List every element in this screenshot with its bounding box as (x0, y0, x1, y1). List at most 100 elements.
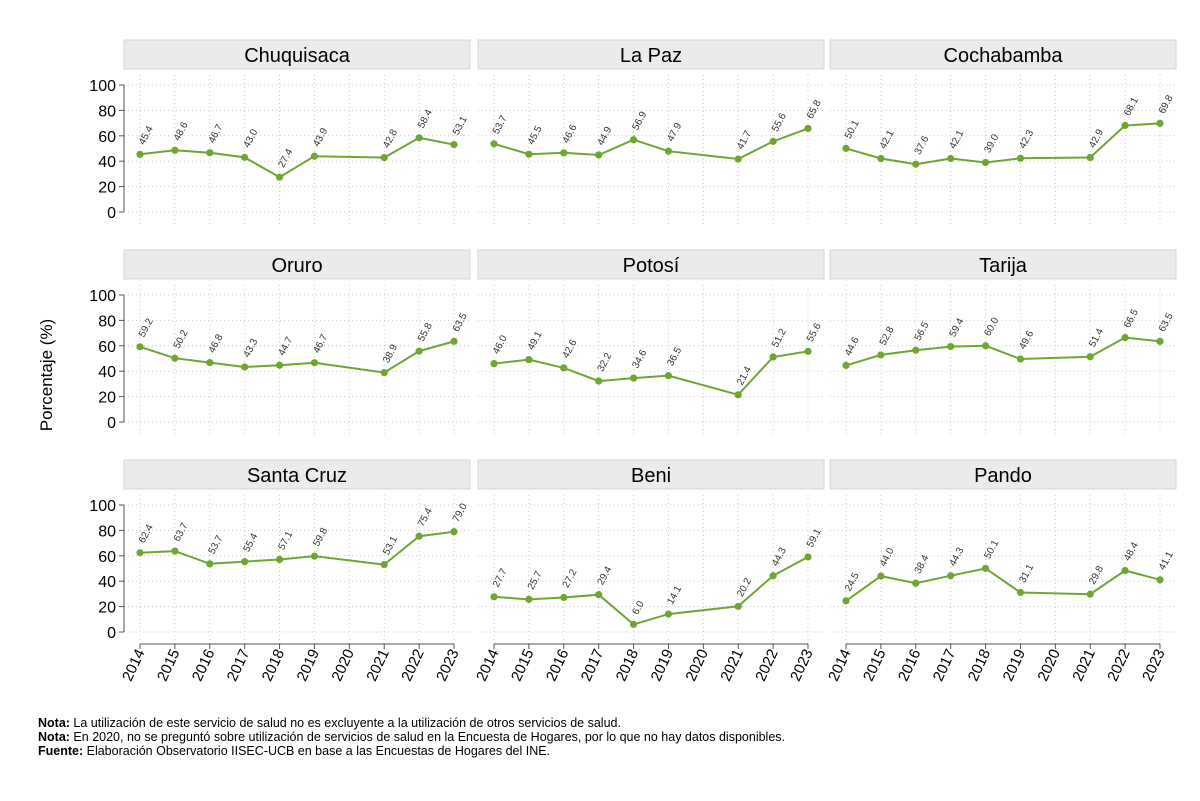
x-tick-label: 2014 (825, 647, 855, 684)
panel-title: Beni (631, 465, 671, 487)
data-label: 21.4 (735, 364, 754, 387)
data-point (171, 146, 179, 154)
data-label: 27.4 (276, 147, 295, 170)
y-tick-label: 80 (98, 313, 116, 330)
data-point (525, 150, 533, 158)
data-label: 42.6 (561, 338, 580, 361)
data-point (1086, 590, 1094, 598)
x-tick-label: 2014 (473, 647, 503, 684)
x-tick-label: 2022 (1104, 647, 1134, 684)
data-label: 49.1 (526, 329, 545, 352)
panel-header (123, 459, 471, 490)
x-tick-label: 2016 (895, 647, 925, 684)
data-point (171, 547, 179, 555)
data-point (947, 154, 955, 163)
y-tick-label: 0 (107, 625, 116, 642)
x-tick-label: 2015 (154, 647, 184, 684)
y-tick-label: 40 (98, 154, 116, 171)
data-point (629, 374, 638, 382)
data-point (734, 155, 742, 163)
y-tick-label: 100 (89, 78, 116, 95)
footnotes: Nota: La utilización de este servicio de… (38, 716, 785, 758)
data-label: 47.9 (665, 121, 684, 144)
data-point (275, 173, 284, 181)
data-point (1156, 337, 1164, 345)
data-label: 46.7 (311, 332, 330, 355)
panel-title: Santa Cruz (247, 465, 347, 487)
data-point (877, 351, 885, 359)
data-point (241, 363, 249, 371)
x-tick-label: 2022 (398, 647, 428, 684)
data-label: 41.7 (735, 129, 754, 152)
data-label: 53.1 (451, 114, 470, 137)
data-point (595, 377, 603, 385)
x-tick-label: 2016 (543, 647, 573, 684)
data-point (241, 558, 249, 566)
data-label: 44.3 (948, 545, 967, 568)
data-point (310, 359, 319, 367)
data-point (1086, 153, 1094, 162)
series-line (845, 122, 1161, 166)
x-tick-label: 2023 (787, 647, 817, 684)
data-label: 50.2 (172, 328, 191, 351)
data-point (490, 593, 498, 601)
data-label: 41.1 (1157, 549, 1176, 572)
data-label: 68.1 (1122, 95, 1141, 118)
note-2: Nota: En 2020, no se preguntó sobre util… (38, 730, 785, 744)
series-line (845, 336, 1161, 367)
data-point (947, 572, 955, 580)
panel-header (477, 39, 825, 70)
data-point (136, 150, 144, 158)
panel-header (829, 459, 1177, 490)
data-point (560, 593, 568, 602)
data-point (981, 342, 990, 350)
data-label: 55.6 (805, 321, 824, 344)
panel-title: Cochabamba (944, 45, 1064, 67)
data-label: 63.5 (1157, 311, 1176, 334)
data-point (1016, 355, 1025, 363)
data-label: 57.1 (276, 529, 295, 552)
source-note: Fuente: Elaboración Observatorio IISEC-U… (38, 744, 551, 758)
data-point (842, 361, 850, 369)
data-point (842, 597, 850, 605)
data-label: 53.7 (207, 533, 226, 556)
series-line (139, 530, 455, 566)
data-point (171, 354, 179, 362)
data-label: 32.2 (596, 351, 615, 374)
x-tick-label: 2019 (294, 647, 324, 684)
data-label: 52.8 (878, 325, 897, 348)
data-label: 59.4 (948, 316, 967, 339)
data-point (664, 610, 673, 618)
x-tick-label: 2017 (930, 647, 960, 684)
panel-title: Oruro (271, 255, 322, 277)
data-point (415, 134, 423, 142)
panel-header (829, 249, 1177, 280)
series-line (493, 350, 809, 396)
data-point (664, 147, 673, 155)
data-label: 75.4 (416, 506, 435, 529)
data-label: 62.4 (137, 522, 156, 545)
data-label: 43.0 (242, 127, 261, 150)
data-point (310, 152, 319, 160)
data-point (380, 368, 388, 377)
data-point (560, 149, 568, 157)
data-label: 25.7 (526, 569, 545, 592)
data-point (490, 359, 498, 368)
x-tick-label: 2019 (648, 647, 678, 684)
data-point (450, 140, 458, 149)
data-label: 34.6 (630, 348, 649, 371)
panel-header (123, 39, 471, 70)
data-point (1086, 353, 1094, 361)
y-tick-label: 60 (98, 339, 116, 356)
data-label: 69.8 (1157, 93, 1176, 116)
panel-title: Pando (974, 465, 1032, 487)
data-point (769, 572, 777, 580)
x-tick-label: 2015 (508, 647, 538, 684)
data-point (629, 136, 638, 144)
data-label: 27.7 (491, 566, 510, 589)
panel-beni: Beni 2014 2015 2016 2017 2018 2019 2020 2021 2022… (473, 459, 825, 684)
data-point (136, 343, 144, 351)
y-tick-label: 0 (107, 415, 116, 432)
data-point (560, 364, 568, 372)
